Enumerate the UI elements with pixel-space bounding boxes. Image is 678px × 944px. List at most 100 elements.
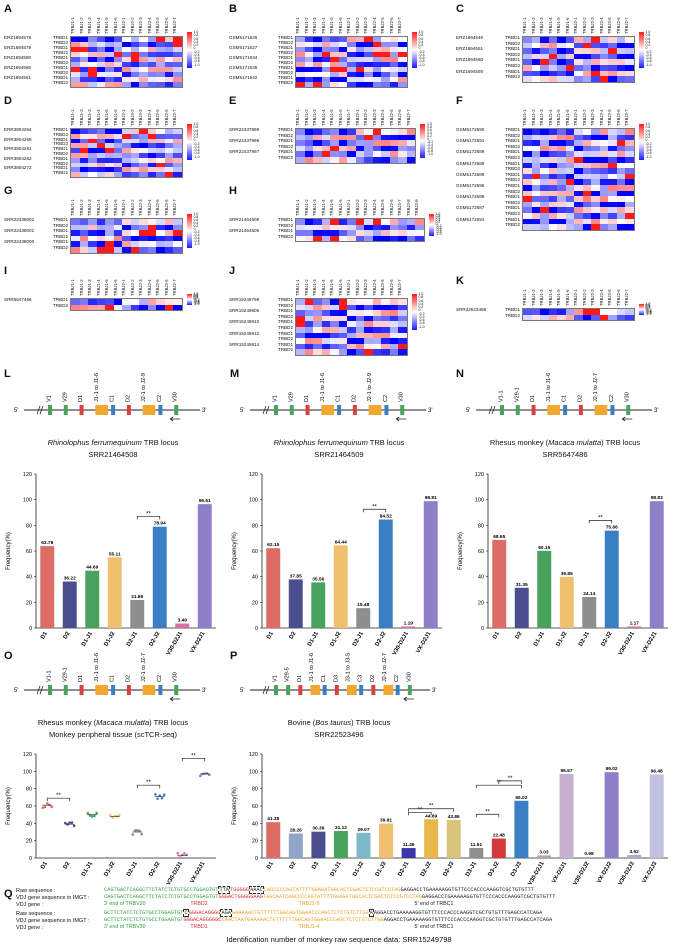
heatmap-cell — [389, 47, 398, 52]
heatmap-cell — [582, 179, 591, 185]
heatmap-cell — [608, 309, 617, 315]
colorbar-tick: 0.8 — [193, 33, 199, 38]
colorbar — [420, 124, 425, 158]
sequence-red: GGGACAGGGGGC — [183, 917, 222, 923]
heatmap-cell — [96, 37, 105, 42]
heatmap-panel-F: F TRBJ1-1 TRBJ1-2 TRBJ1-3 TRBJ1-4 TRBJ1-5 TRBJ… — [452, 92, 678, 272]
column-header: TRBJ2-2 — [581, 289, 587, 306]
heatmap-cell — [113, 148, 122, 153]
heatmap-cell — [79, 246, 88, 253]
heatmap-cell — [113, 219, 122, 225]
heatmap-cell — [347, 332, 356, 339]
heatmap-cell — [381, 315, 390, 322]
heatmap-cell — [398, 140, 407, 146]
break-mark — [262, 685, 267, 695]
heatmap-cell — [531, 196, 540, 202]
colorbar-tick: -0.4 — [193, 144, 200, 149]
d-gene-label: TRBD1 — [277, 55, 293, 60]
heatmap-cell — [147, 138, 156, 144]
heatmap-cell — [531, 212, 540, 219]
bar-value-label: 63.78 — [41, 540, 53, 546]
heatmap-cell — [625, 134, 634, 141]
heatmap-cell — [313, 310, 322, 316]
heatmap-cell — [96, 52, 105, 57]
column-header: TRBJ2-5 — [388, 109, 394, 126]
heatmap-cell — [389, 299, 398, 305]
colorbar-tick: 0.4 — [645, 39, 651, 44]
column-header: TRBJ2-1 — [573, 17, 578, 34]
bar-value-label: 98.83 — [651, 495, 663, 501]
heatmap-cell — [406, 134, 415, 141]
heatmap-cell — [139, 167, 148, 173]
column-header: TRBJ2-7 — [172, 109, 177, 126]
heatmap-cell — [591, 59, 600, 65]
heatmap-cell — [139, 241, 148, 247]
heatmap-cell — [338, 67, 347, 72]
heatmap-cell — [608, 53, 617, 60]
heatmap-cell — [540, 156, 549, 163]
sample-id: ERR3804272 — [4, 165, 32, 171]
locus-segment — [142, 405, 156, 415]
heatmap-cell — [147, 57, 156, 62]
heatmap-cell — [164, 82, 173, 87]
heatmap-cell — [113, 241, 122, 247]
heatmap-cell — [625, 140, 634, 146]
heatmap-cell — [523, 212, 532, 219]
heatmap-cell — [531, 145, 540, 152]
heatmap-row-label: TRBD2 — [4, 80, 68, 86]
heatmap-cell — [122, 138, 131, 144]
heatmap-cell — [381, 37, 390, 42]
heatmap-cell — [296, 219, 305, 225]
colorbar-ticks: 1.0 0.8 0.6 0.4 0.2 0 -0.2 -0.4 -0.6 -0.8 -1.0 — [645, 122, 652, 159]
sequence-box3: A — [368, 909, 374, 917]
heatmap-cell — [113, 37, 122, 42]
heatmap-cell — [347, 37, 356, 42]
colorbar-tick: 0.2 — [645, 135, 651, 140]
x-tick-label: D1 — [266, 630, 275, 640]
heatmap-cell — [113, 162, 122, 168]
locus-segment-label: D1 — [78, 675, 84, 682]
bar-value-label: 99.02 — [606, 766, 618, 772]
heatmap-cell — [296, 315, 305, 322]
bar-value-label: 60.15 — [538, 545, 550, 551]
colorbar-tick: -0.8 — [193, 151, 200, 156]
heatmap-cell — [540, 37, 549, 43]
heatmap-cell — [608, 190, 617, 197]
locus-diagram-P: 5' 3'V1 V29-5 D1 J1-1 to J1-6 C1 D3 J3-1 to J3-… — [240, 653, 436, 702]
colorbar-tick: 0.4 — [193, 295, 199, 300]
panel-label-O: O — [4, 650, 13, 662]
heatmap-cell — [625, 168, 634, 174]
heatmap-cell — [565, 59, 574, 65]
d-gene-label: TRBD2 — [504, 177, 520, 183]
locus-segment-label: V30 — [625, 392, 631, 402]
heatmap-cell — [548, 140, 557, 146]
heatmap-cell — [164, 157, 173, 163]
heatmap-cell — [130, 77, 139, 82]
heatmap-row-label: ERZ1694580 TRBD1 — [4, 65, 68, 71]
heatmap-cell — [548, 173, 557, 180]
heatmap-cell — [147, 42, 156, 47]
locus-segment — [352, 405, 357, 415]
bar-value-label: 75.86 — [606, 525, 618, 531]
heatmap-cell — [156, 157, 165, 163]
column-header: TRBJ2-4 — [371, 199, 377, 216]
bar-value-label: 35.56 — [312, 576, 324, 582]
heatmap-cell — [130, 219, 139, 225]
heatmap-cell — [164, 133, 173, 139]
heatmap-cell — [364, 332, 373, 339]
heatmap-cell — [608, 59, 617, 65]
heatmap-cell — [130, 47, 139, 52]
heatmap-cell — [139, 224, 148, 231]
colorbar-tick: 0.4 — [193, 221, 199, 226]
heatmap-cell — [565, 173, 574, 180]
heatmap-cell — [389, 326, 398, 333]
heatmap-row-label: TRBD2 — [456, 313, 520, 320]
locus-segment-label: C1 — [336, 395, 342, 402]
heatmap-cell — [389, 304, 398, 311]
data-point — [140, 832, 143, 836]
heatmap-cell — [347, 82, 356, 87]
heatmap-cell — [164, 246, 173, 253]
x-tick-label: D2 — [63, 861, 72, 870]
heatmap-row-label: ERZ1694580 TRBD1 — [4, 55, 68, 61]
heatmap-cell — [313, 72, 322, 77]
